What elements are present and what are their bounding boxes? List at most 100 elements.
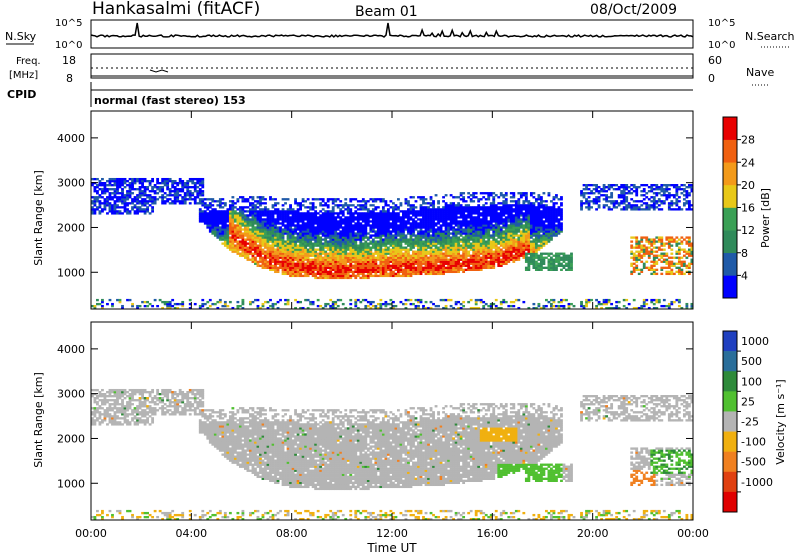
power-cell [410, 275, 413, 277]
power-cell [374, 269, 377, 271]
power-cell [512, 200, 515, 202]
power-cell [94, 305, 97, 307]
power-cell [254, 247, 257, 249]
power-cell [319, 216, 322, 218]
power-cell [480, 267, 483, 269]
power-cell [532, 228, 535, 230]
power-cell [354, 267, 357, 269]
power-cell [532, 263, 535, 265]
power-cell [527, 261, 530, 263]
power-cell [369, 275, 372, 277]
power-cell [199, 305, 202, 307]
power-cell [189, 186, 192, 188]
power-cell [314, 261, 317, 263]
power-cell [540, 247, 543, 249]
power-cell [141, 198, 144, 200]
power-cell [447, 269, 450, 271]
power-cell [201, 178, 204, 180]
power-cell [106, 180, 109, 182]
power-cell [324, 247, 327, 249]
power-cell [272, 255, 275, 257]
power-cell [114, 206, 117, 208]
power-cell [455, 242, 458, 244]
power-cell [134, 178, 137, 180]
power-cell [507, 236, 510, 238]
power-cell [339, 255, 342, 257]
power-cell [312, 204, 315, 206]
power-cell [292, 275, 295, 277]
power-cell [309, 206, 312, 208]
power-cell [437, 214, 440, 216]
power-cell [502, 218, 505, 220]
power-cell [442, 220, 445, 222]
power-cell [400, 251, 403, 253]
power-cell [129, 182, 132, 184]
power-cell [407, 249, 410, 251]
power-cell [527, 216, 530, 218]
power-cell [347, 230, 350, 232]
power-cell [475, 253, 478, 255]
power-cell [317, 269, 320, 271]
power-cell [537, 202, 540, 204]
power-cell [317, 255, 320, 257]
power-cell [457, 222, 460, 224]
power-cell [344, 198, 347, 200]
power-cell [252, 206, 255, 208]
power-cell [372, 247, 375, 249]
power-cell [349, 200, 352, 202]
power-cell [126, 299, 129, 301]
power-cell [317, 305, 320, 307]
power-cell [312, 253, 315, 255]
power-cell [136, 212, 139, 214]
power-cell [487, 265, 490, 267]
power-cell [324, 216, 327, 218]
power-cell [500, 202, 503, 204]
power-cell [329, 277, 332, 279]
power-cell [209, 204, 212, 206]
power-cell [179, 202, 182, 204]
power-cell [234, 230, 237, 232]
power-cell [292, 212, 295, 214]
power-cell [532, 218, 535, 220]
power-cell [467, 196, 470, 198]
power-cell [525, 198, 528, 200]
power-cell [329, 261, 332, 263]
power-cell [425, 261, 428, 263]
power-cell [274, 220, 277, 222]
power-cell [387, 212, 390, 214]
power-cell [432, 240, 435, 242]
power-cell [527, 228, 530, 230]
power-cell [455, 244, 458, 246]
power-cell [269, 198, 272, 200]
power-cell [359, 269, 362, 271]
power-cell [374, 198, 377, 200]
power-cell [535, 220, 538, 222]
power-cell [224, 226, 227, 228]
power-cell [392, 257, 395, 259]
power-cell [231, 220, 234, 222]
power-cell [244, 238, 247, 240]
power-cell [520, 236, 523, 238]
power-cell [201, 198, 204, 200]
power-cell [387, 216, 390, 218]
power-cell [284, 226, 287, 228]
power-cell [462, 216, 465, 218]
power-cell [272, 238, 275, 240]
power-cell [405, 198, 408, 200]
power-cell [465, 265, 468, 267]
power-cell [475, 301, 478, 303]
power-cell [537, 198, 540, 200]
power-cell [510, 242, 513, 244]
power-cell [402, 247, 405, 249]
power-cell [322, 200, 325, 202]
power-cell [337, 261, 340, 263]
power-cell [104, 192, 107, 194]
power-cell [354, 247, 357, 249]
power-cell [264, 202, 267, 204]
power-cell [487, 238, 490, 240]
power-cell [267, 249, 270, 251]
power-cell [540, 214, 543, 216]
power-cell [510, 234, 513, 236]
power-cell [392, 226, 395, 228]
power-cell [314, 249, 317, 251]
